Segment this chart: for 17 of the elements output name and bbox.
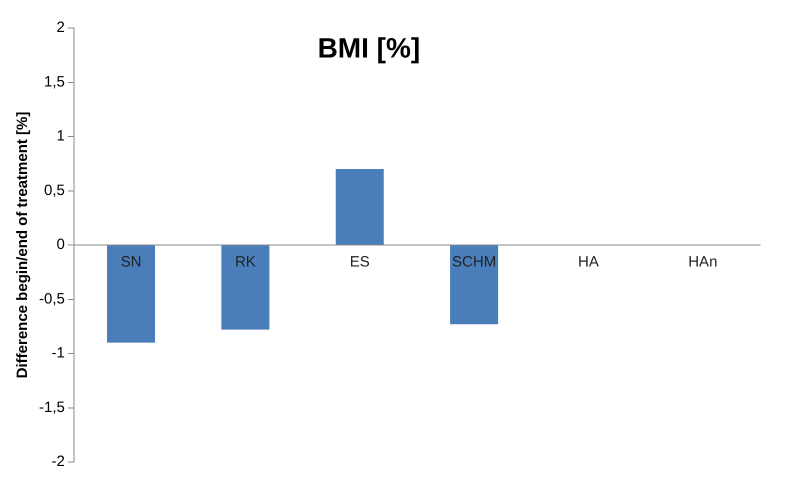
y-tick-label: 0,5	[44, 182, 65, 199]
x-tick-label: SCHM	[452, 254, 496, 271]
x-tick-label: HAn	[688, 254, 718, 271]
x-tick-label: RK	[234, 254, 256, 271]
y-tick-label: 2	[56, 19, 65, 36]
y-tick-label: 0	[56, 236, 65, 254]
x-tick-label: ES	[350, 254, 370, 271]
y-tick-label: 1,5	[44, 73, 65, 90]
y-tick-label: -1	[52, 344, 65, 362]
y-tick-label: 1	[56, 128, 65, 145]
x-tick-label: SN	[120, 254, 142, 271]
y-tick-label: -2	[52, 453, 65, 470]
y-axis-title: Difference begin/end of treatment [%]	[14, 112, 32, 378]
x-tick-label: HA	[578, 254, 599, 271]
chart-title: BMI [%]	[318, 32, 420, 64]
y-tick-label: -1,5	[38, 398, 65, 416]
y-tick-label: -0,5	[38, 290, 65, 308]
